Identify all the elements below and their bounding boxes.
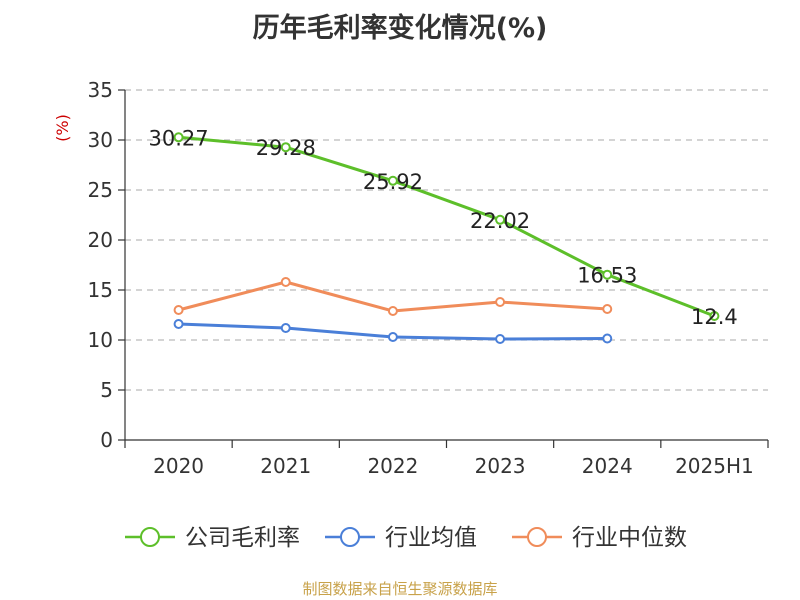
- legend-label: 行业中位数: [572, 525, 687, 551]
- data-point: [387, 306, 398, 316]
- data-label: 29.28: [256, 136, 316, 160]
- y-tick-label: 5: [100, 378, 113, 402]
- data-source-note: 制图数据来自恒生聚源数据库: [302, 580, 498, 598]
- x-tick-label: 2023: [475, 454, 526, 478]
- x-tick-label: 2025H1: [675, 454, 754, 478]
- y-tick-label: 15: [88, 278, 113, 302]
- data-label: 22.02: [470, 209, 530, 233]
- legend-marker: [527, 527, 547, 547]
- data-point: [495, 334, 506, 344]
- y-axis-unit-label: (%): [53, 114, 72, 142]
- data-label: 25.92: [363, 170, 423, 194]
- x-tick-label: 2024: [582, 454, 633, 478]
- data-point: [387, 332, 398, 342]
- x-tick-label: 2022: [367, 454, 418, 478]
- y-tick-label: 10: [88, 328, 113, 352]
- legend-label: 行业均值: [385, 525, 477, 551]
- data-point: [173, 132, 184, 143]
- data-point: [280, 323, 291, 333]
- data-label: 16.53: [577, 264, 637, 288]
- chart-title: 历年毛利率变化情况(%): [252, 13, 548, 44]
- data-point: [602, 304, 613, 314]
- legend-marker: [340, 527, 360, 547]
- y-tick-label: 25: [88, 178, 113, 202]
- data-label: 12.4: [691, 305, 738, 329]
- x-tick-label: 2021: [260, 454, 311, 478]
- y-tick-label: 30: [88, 128, 113, 152]
- data-point: [173, 319, 184, 329]
- legend-label: 公司毛利率: [185, 525, 300, 551]
- data-point: [173, 305, 184, 315]
- data-point: [280, 277, 291, 287]
- data-point: [602, 269, 613, 280]
- data-point: [495, 297, 506, 307]
- x-tick-label: 2020: [153, 454, 204, 478]
- series-line: [178, 135, 715, 318]
- y-tick-label: 20: [88, 228, 113, 252]
- y-tick-label: 35: [88, 78, 113, 102]
- legend-marker: [140, 527, 160, 547]
- data-point: [280, 142, 291, 153]
- data-point: [495, 214, 506, 225]
- data-point: [602, 333, 613, 344]
- data-label: 30.27: [149, 126, 209, 150]
- data-point: [709, 311, 720, 321]
- data-point: [387, 175, 398, 186]
- y-tick-label: 0: [100, 428, 113, 452]
